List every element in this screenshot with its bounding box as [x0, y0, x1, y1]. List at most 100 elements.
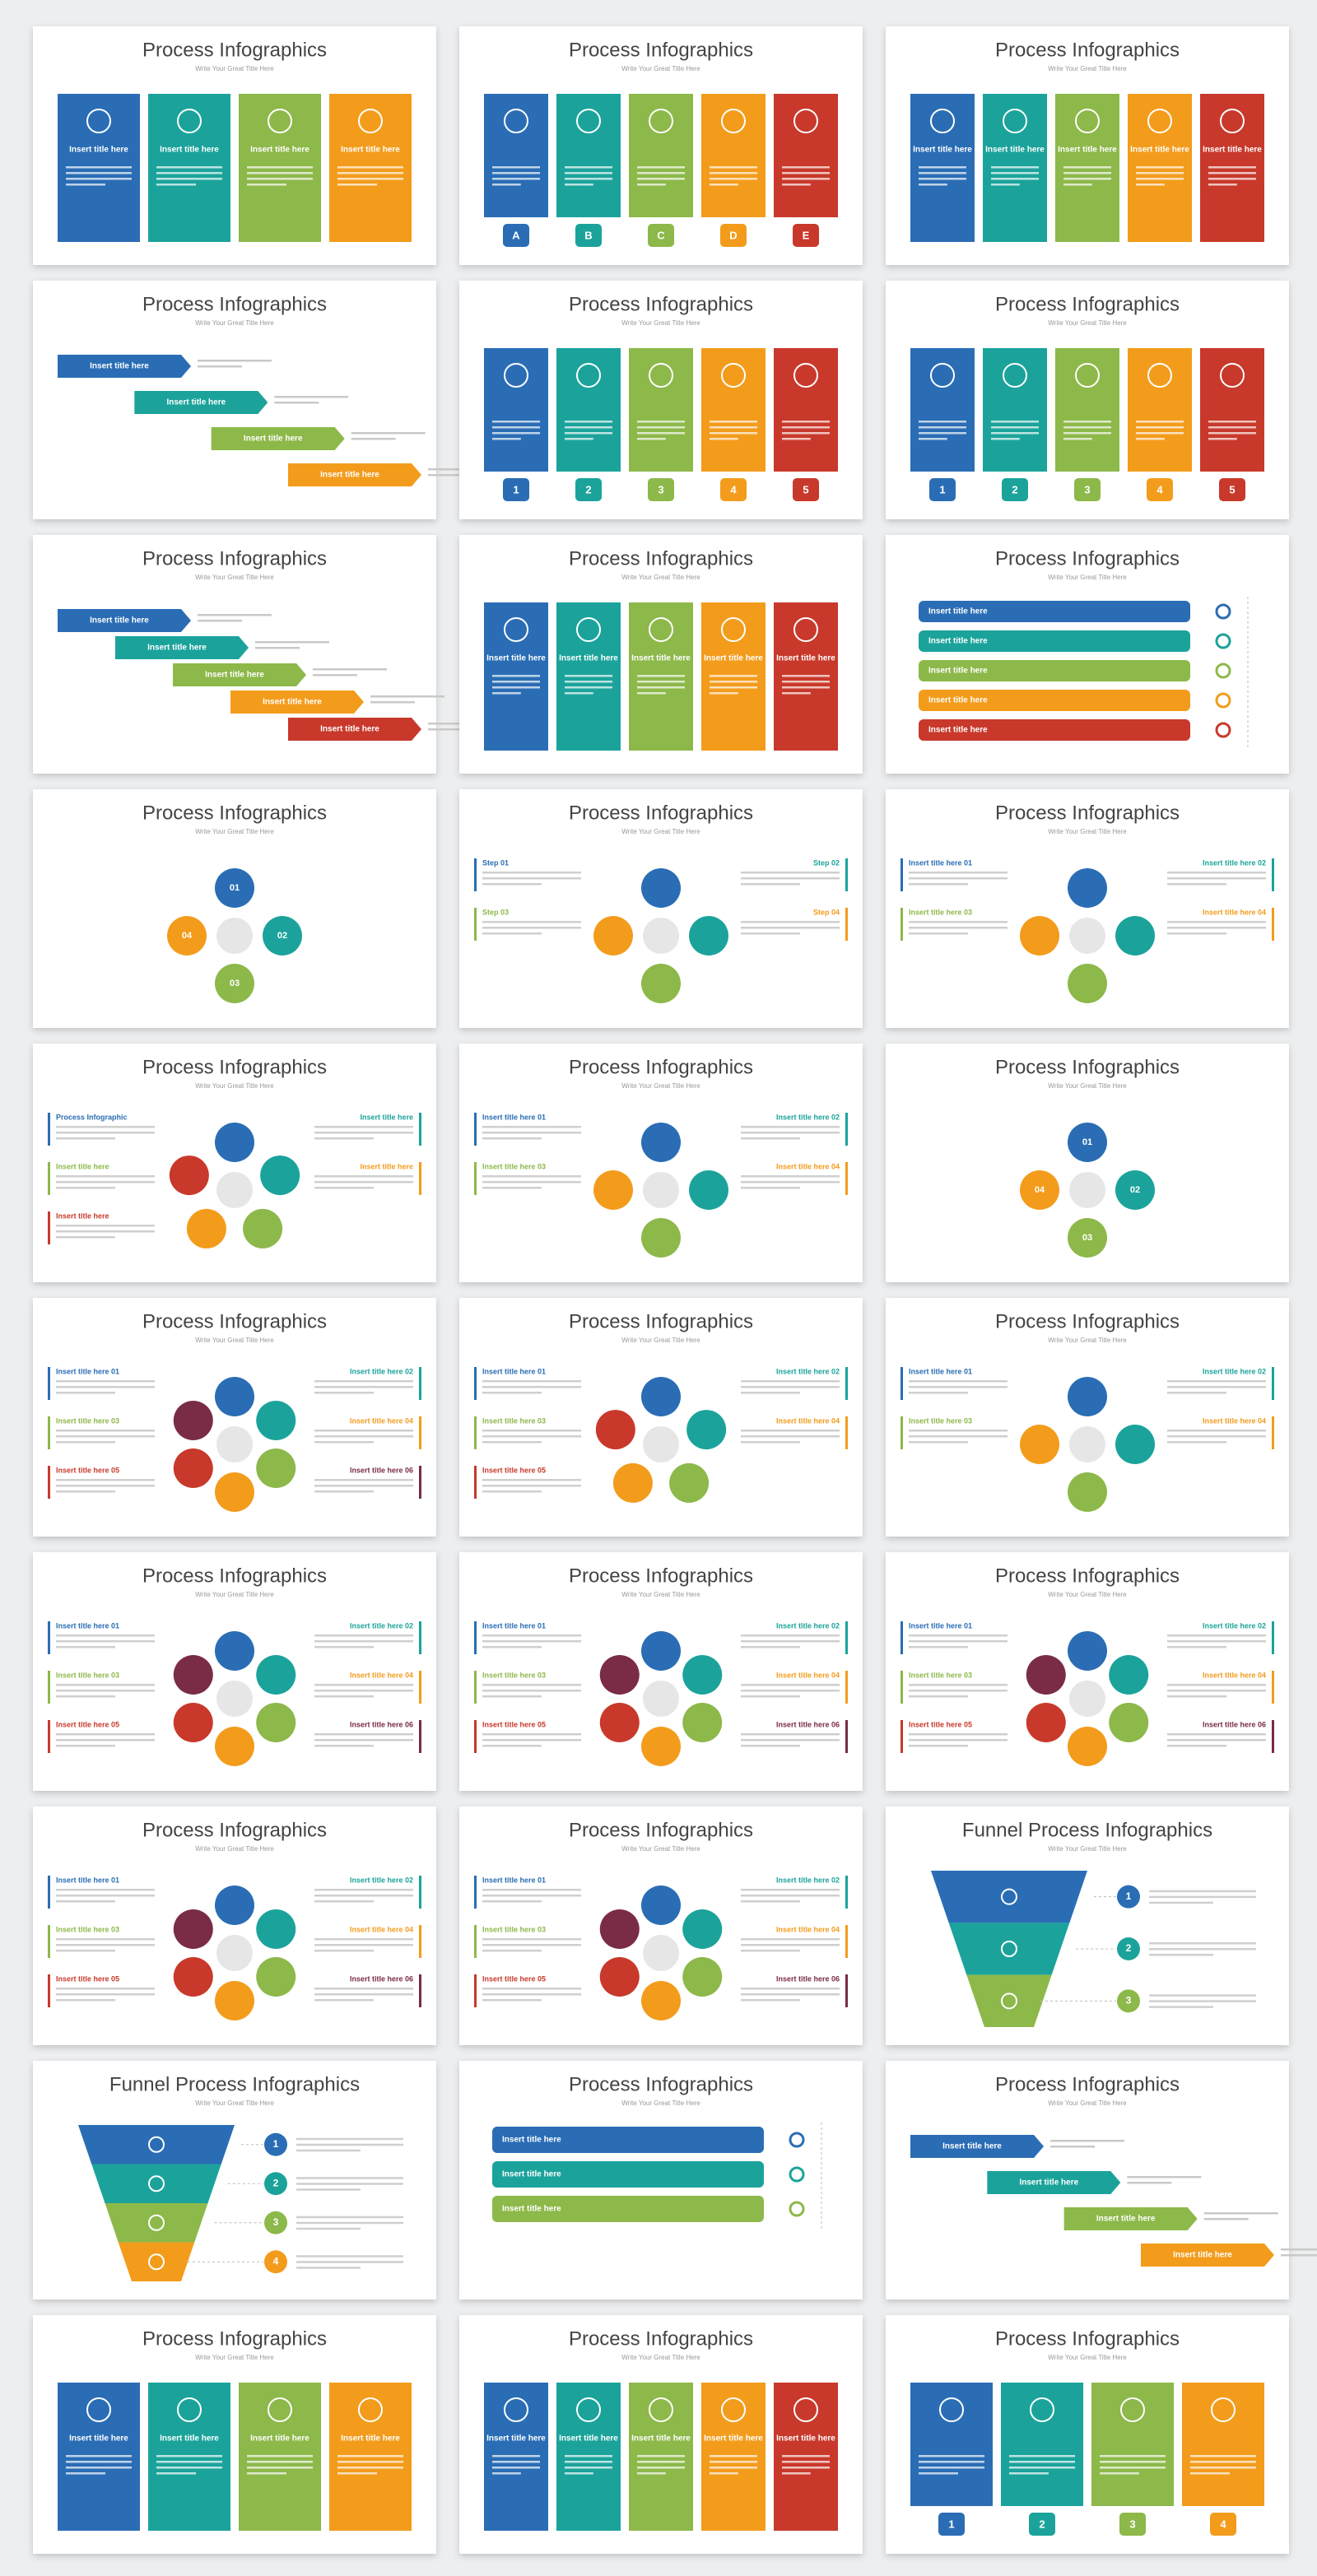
slide-title: Process Infographics — [569, 2327, 753, 2350]
side-marker — [845, 1925, 848, 1958]
step-tag: 1 — [513, 483, 519, 495]
step-icon — [1003, 109, 1027, 133]
ring-node — [1068, 1631, 1107, 1671]
text-placeholder — [482, 1386, 581, 1388]
text-placeholder — [1136, 421, 1184, 423]
slide-subtitle: Write Your Great Title Here — [195, 828, 274, 835]
slide-subtitle: Write Your Great Title Here — [621, 1845, 700, 1853]
text-placeholder — [1167, 883, 1226, 886]
text-placeholder — [1167, 1684, 1266, 1686]
text-placeholder — [741, 1392, 800, 1394]
text-placeholder — [255, 641, 329, 644]
text-placeholder — [296, 2188, 361, 2191]
side-title: Step 02 — [813, 858, 840, 867]
step-tag: 1 — [939, 483, 945, 495]
funnel-badge — [1117, 1937, 1140, 1960]
text-placeholder — [314, 1485, 413, 1487]
text-placeholder — [492, 681, 540, 683]
text-placeholder — [565, 172, 612, 174]
side-marker — [845, 858, 848, 891]
text-placeholder — [482, 1479, 581, 1481]
text-placeholder — [66, 2472, 105, 2475]
ring-core — [1069, 1681, 1105, 1717]
funnel-badge — [264, 2132, 287, 2156]
ring-node — [1068, 868, 1107, 908]
text-placeholder — [909, 1435, 1008, 1438]
ring-node — [641, 1981, 681, 2020]
text-placeholder — [782, 426, 830, 429]
step-arrow — [1141, 2244, 1274, 2267]
side-title: Insert title here — [56, 1162, 109, 1170]
slide-subtitle: Write Your Great Title Here — [195, 2099, 274, 2107]
slide-thumbnail: Process Infographics Write Your Great Tit… — [33, 2315, 436, 2554]
funnel-number: 3 — [1126, 1995, 1132, 2006]
text-placeholder — [919, 172, 966, 174]
side-title: Insert title here 04 — [1203, 1671, 1266, 1679]
text-placeholder — [637, 675, 685, 677]
text-placeholder — [637, 421, 685, 423]
step-icon — [1220, 109, 1245, 133]
text-placeholder — [1167, 1646, 1226, 1648]
ring-node — [682, 1703, 723, 1742]
text-placeholder — [296, 2149, 361, 2152]
text-placeholder — [565, 438, 593, 440]
text-placeholder — [1167, 1430, 1266, 1432]
side-title: Insert title here 05 — [482, 1720, 546, 1728]
text-placeholder — [919, 432, 966, 435]
step-title: Insert title here — [147, 644, 207, 653]
ring-node — [686, 1410, 727, 1450]
funnel-badge — [1117, 1989, 1140, 2013]
slide-title: Process Infographics — [995, 1056, 1180, 1078]
text-placeholder — [1208, 421, 1256, 423]
step-icon — [177, 109, 202, 133]
slide-subtitle: Write Your Great Title Here — [195, 2354, 274, 2361]
text-placeholder — [314, 1490, 374, 1493]
step-block — [910, 2383, 993, 2506]
text-placeholder — [482, 1889, 581, 1891]
list-title: Insert title here — [928, 667, 988, 676]
step-icon — [358, 109, 383, 133]
ring-node — [599, 1655, 640, 1695]
text-placeholder — [741, 883, 800, 886]
text-placeholder — [565, 166, 612, 169]
list-bar — [919, 630, 1190, 652]
ring-core — [643, 1681, 679, 1717]
ring-node — [256, 1401, 296, 1440]
ring-node — [689, 1170, 728, 1210]
text-placeholder — [1167, 1745, 1226, 1747]
funnel-slice — [948, 1923, 1070, 1975]
step-title: Insert title here — [69, 2434, 128, 2443]
text-placeholder — [314, 1889, 413, 1891]
text-placeholder — [482, 927, 581, 929]
text-placeholder — [909, 1430, 1008, 1432]
funnel-slice — [105, 2203, 208, 2243]
funnel-badge — [1117, 1885, 1140, 1909]
list-title: Insert title here — [502, 2170, 561, 2179]
text-placeholder — [337, 172, 403, 174]
text-placeholder — [314, 1695, 374, 1698]
text-placeholder — [741, 1640, 840, 1643]
step-block — [484, 348, 548, 472]
step-badge — [1219, 478, 1245, 501]
step-badge — [575, 478, 602, 501]
ring-node — [173, 1909, 213, 1949]
text-placeholder — [482, 877, 581, 880]
text-placeholder — [565, 2467, 612, 2469]
text-placeholder — [56, 1126, 155, 1128]
text-placeholder — [1167, 1441, 1226, 1444]
list-title: Insert title here — [928, 726, 988, 735]
side-title: Insert title here 01 — [482, 1876, 546, 1884]
step-arrow — [134, 391, 268, 414]
step-badge — [929, 478, 956, 501]
text-placeholder — [482, 1137, 542, 1140]
text-placeholder — [482, 1733, 581, 1736]
step-title: Insert title here — [631, 2434, 691, 2443]
ring-node — [641, 1886, 681, 1925]
text-placeholder — [313, 668, 387, 671]
text-placeholder — [1009, 2455, 1075, 2457]
text-placeholder — [1167, 1739, 1266, 1741]
ring-node — [215, 868, 254, 908]
text-placeholder — [482, 1993, 581, 1996]
list-node — [789, 2132, 805, 2148]
text-placeholder — [741, 1944, 840, 1946]
